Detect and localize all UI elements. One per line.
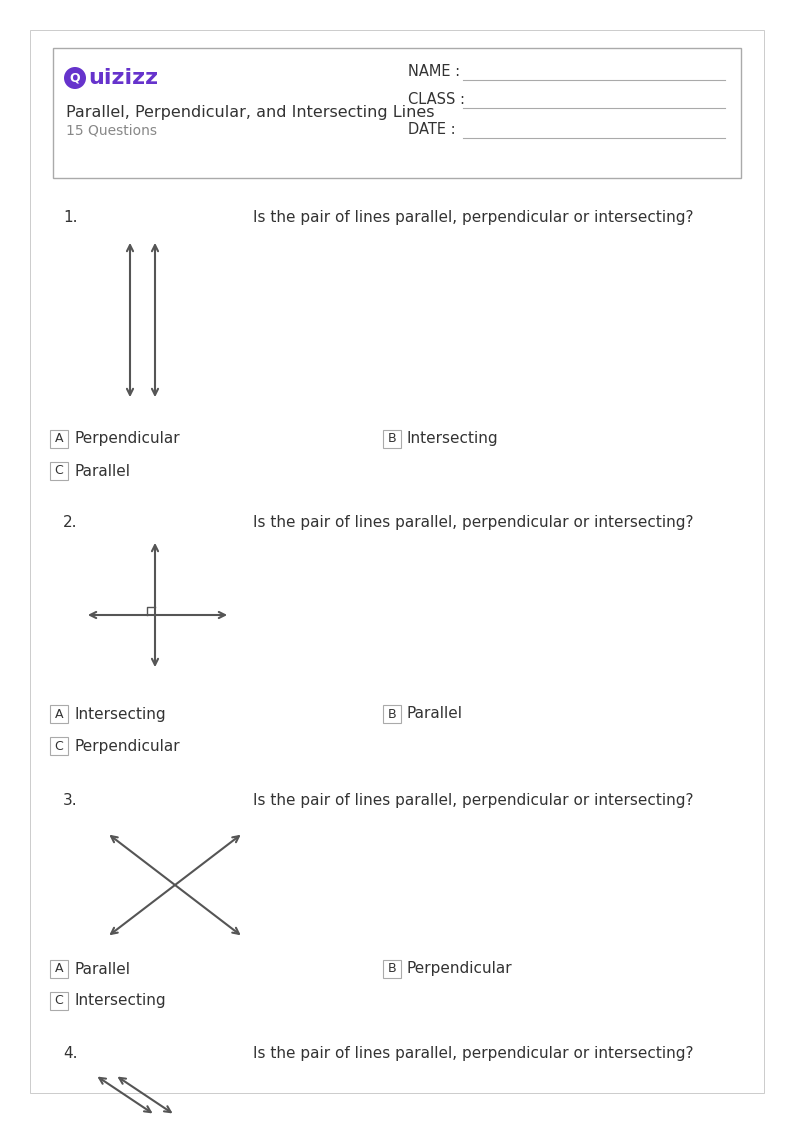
Text: Parallel: Parallel	[407, 706, 463, 721]
Text: Is the pair of lines parallel, perpendicular or intersecting?: Is the pair of lines parallel, perpendic…	[253, 793, 693, 809]
Circle shape	[64, 67, 86, 89]
Text: 2.: 2.	[63, 515, 78, 530]
Text: Intersecting: Intersecting	[407, 431, 499, 447]
Bar	[50, 992, 68, 1010]
Bar	[383, 430, 401, 448]
Text: Parallel, Perpendicular, and Intersecting Lines: Parallel, Perpendicular, and Intersectin…	[66, 104, 434, 120]
Bar	[50, 960, 68, 978]
Text: Parallel: Parallel	[74, 961, 130, 977]
Text: Perpendicular: Perpendicular	[407, 961, 513, 977]
Text: B: B	[387, 432, 396, 446]
Bar	[383, 705, 401, 723]
Text: 1.: 1.	[63, 210, 78, 225]
Text: 4.: 4.	[63, 1046, 78, 1061]
Text: Is the pair of lines parallel, perpendicular or intersecting?: Is the pair of lines parallel, perpendic…	[253, 515, 693, 530]
Text: C: C	[55, 740, 64, 752]
Text: Perpendicular: Perpendicular	[74, 739, 179, 754]
Text: Intersecting: Intersecting	[74, 994, 166, 1008]
Text: NAME :: NAME :	[408, 64, 461, 80]
Bar	[50, 737, 68, 755]
Bar	[50, 705, 68, 723]
Bar	[50, 462, 68, 480]
Text: Intersecting: Intersecting	[74, 706, 166, 721]
Text: CLASS :: CLASS :	[408, 92, 465, 108]
Text: A: A	[55, 432, 64, 446]
Text: Perpendicular: Perpendicular	[74, 431, 179, 447]
Bar	[383, 960, 401, 978]
Bar	[53, 48, 741, 179]
Text: DATE :: DATE :	[408, 122, 456, 137]
Text: uizizz: uizizz	[88, 69, 158, 88]
Text: Q: Q	[70, 72, 80, 84]
Text: Is the pair of lines parallel, perpendicular or intersecting?: Is the pair of lines parallel, perpendic…	[253, 210, 693, 225]
Text: A: A	[55, 707, 64, 721]
Text: B: B	[387, 962, 396, 976]
Text: C: C	[55, 465, 64, 477]
Text: A: A	[55, 962, 64, 976]
Text: 15 Questions: 15 Questions	[66, 124, 157, 137]
Text: Is the pair of lines parallel, perpendicular or intersecting?: Is the pair of lines parallel, perpendic…	[253, 1046, 693, 1061]
Text: Parallel: Parallel	[74, 464, 130, 478]
Bar	[50, 430, 68, 448]
Text: 3.: 3.	[63, 793, 78, 809]
Text: C: C	[55, 995, 64, 1007]
Text: B: B	[387, 707, 396, 721]
